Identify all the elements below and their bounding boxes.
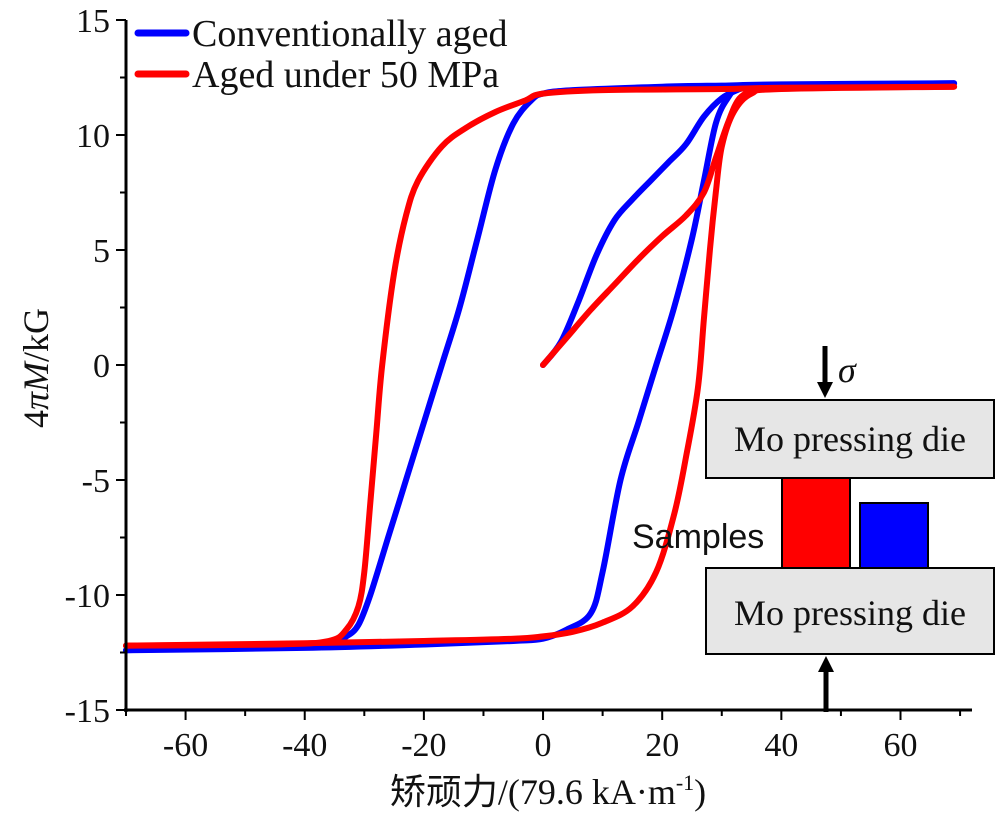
y-tick-label: 0 xyxy=(93,348,110,385)
pressing-die-inset: σ Mo pressing die Samples Mo pressing di… xyxy=(632,346,995,712)
x-tick-label: 40 xyxy=(764,727,798,764)
x-tick-label: 0 xyxy=(535,727,552,764)
top-die-label: Mo pressing die xyxy=(734,419,966,459)
legend: Conventionally aged Aged under 50 MPa xyxy=(134,13,508,96)
bottom-die-label: Mo pressing die xyxy=(734,593,966,633)
x-tick-label: -40 xyxy=(282,727,327,764)
sample-red xyxy=(781,477,851,569)
y-tick-label: -10 xyxy=(65,578,110,615)
y-tick-label: 10 xyxy=(76,118,110,155)
x-tick-label: -20 xyxy=(401,727,446,764)
series-line-aged-under-50mpa-loop xyxy=(123,83,958,649)
samples-label: Samples xyxy=(632,518,764,556)
y-tick-label: -15 xyxy=(65,693,110,730)
x-tick-label: -60 xyxy=(163,727,208,764)
y-tick-label: 5 xyxy=(93,233,110,270)
bottom-pressing-die xyxy=(705,567,995,655)
series-layer xyxy=(123,80,958,654)
sample-blue xyxy=(859,502,929,569)
ticks: -60 -40 -20 0 20 40 60 -15 -10 -5 0 5 10 15 xyxy=(65,3,962,764)
x-tick-label: 60 xyxy=(884,727,918,764)
stress-arrow-bottom-head-icon xyxy=(818,656,834,672)
top-pressing-die xyxy=(705,399,995,479)
x-tick-label: 20 xyxy=(645,727,679,764)
sigma-label: σ xyxy=(838,350,857,390)
y-tick-label: 15 xyxy=(76,3,110,40)
y-tick-label: -5 xyxy=(82,463,110,500)
legend-label-aged-under-50mpa: Aged under 50 MPa xyxy=(192,54,499,96)
y-axis-title: 4πM/kG xyxy=(16,308,56,428)
stress-arrow-top-head-icon xyxy=(817,382,833,398)
legend-label-conventionally-aged: Conventionally aged xyxy=(192,13,508,55)
series-line-conventionally-aged-initial xyxy=(540,86,743,368)
x-axis-title: 矫顽力/(79.6 kA·m-1) xyxy=(390,770,706,812)
series-line-aged-under-50mpa-initial xyxy=(540,86,761,368)
